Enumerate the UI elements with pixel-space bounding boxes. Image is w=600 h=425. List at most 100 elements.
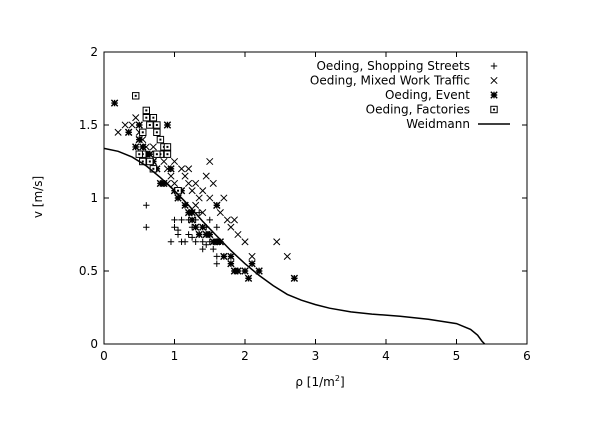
- data-point: [192, 179, 200, 187]
- data-point: [244, 274, 253, 282]
- data-point: [124, 128, 133, 136]
- data-point: [135, 121, 143, 129]
- x-tick-label: 2: [241, 349, 249, 363]
- data-point: [206, 194, 214, 202]
- data-point: [132, 114, 140, 122]
- data-point: [209, 179, 217, 187]
- data-point: [142, 114, 151, 122]
- data-point: [216, 238, 225, 246]
- x-tick-label: 0: [100, 349, 108, 363]
- data-point: [191, 223, 200, 231]
- data-point: [181, 238, 189, 245]
- data-point: [132, 92, 140, 100]
- data-point: [171, 216, 178, 224]
- data-point: [210, 245, 217, 253]
- data-point: [167, 238, 175, 245]
- data-point: [273, 238, 281, 246]
- data-point: [170, 179, 179, 187]
- data-point: [199, 187, 207, 195]
- legend-label: Oeding, Shopping Streets: [316, 59, 470, 73]
- data-point: [220, 252, 228, 261]
- data-point: [234, 230, 242, 239]
- data-point: [177, 165, 186, 173]
- data-point: [153, 121, 161, 129]
- data-point: [153, 150, 161, 158]
- data-point: [199, 223, 207, 231]
- data-point: [213, 224, 220, 231]
- data-point: [206, 157, 214, 166]
- legend-label: Oeding, Factories: [366, 103, 470, 117]
- data-point: [195, 194, 203, 202]
- data-point: [227, 260, 235, 268]
- data-point: [171, 224, 178, 231]
- data-point: [121, 121, 129, 129]
- x-tick-label: 5: [453, 349, 461, 363]
- legend-item: Weidmann: [406, 117, 510, 131]
- x-tick-label: 6: [523, 349, 531, 363]
- data-point: [213, 201, 221, 209]
- data-point: [110, 99, 119, 107]
- data-point: [149, 114, 158, 122]
- data-point: [195, 209, 203, 216]
- data-point: [174, 226, 182, 234]
- data-point: [143, 202, 150, 209]
- y-tick-label: 0: [90, 337, 98, 351]
- y-tick-label: 1: [90, 191, 98, 205]
- data-point: [234, 267, 242, 275]
- data-point: [167, 172, 175, 180]
- data-point: [202, 230, 210, 239]
- y-axis-label: v [m/s]: [31, 176, 45, 218]
- data-point: [248, 252, 256, 260]
- data-point: [153, 128, 161, 137]
- data-point: [181, 201, 189, 209]
- data-point: [248, 260, 256, 268]
- x-tick-label: 3: [312, 349, 320, 363]
- legend-item: Oeding, Mixed Work Traffic: [310, 74, 498, 88]
- data-point: [192, 238, 199, 245]
- data-point: [188, 208, 196, 217]
- data-point: [206, 230, 214, 239]
- series-line: [103, 147, 486, 345]
- data-point: [143, 224, 150, 231]
- data-point: [199, 209, 207, 217]
- data-point: [135, 150, 143, 158]
- data-point: [170, 157, 179, 166]
- x-tick-label: 1: [171, 349, 179, 363]
- legend-item: Oeding, Event: [385, 88, 498, 102]
- data-point: [160, 179, 168, 188]
- data-point: [139, 143, 147, 151]
- data-point: [206, 216, 213, 224]
- y-tick-label: 1.5: [79, 118, 98, 132]
- data-point: [220, 194, 228, 202]
- data-point: [188, 187, 196, 195]
- data-point: [241, 267, 249, 275]
- data-point: [203, 241, 210, 248]
- data-point: [216, 209, 224, 217]
- legend-item: Oeding, Factories: [366, 103, 498, 117]
- x-axis-label: ρ [1/m2]: [295, 374, 344, 389]
- data-point: [163, 150, 172, 158]
- data-point: [167, 165, 175, 173]
- data-point: [185, 179, 193, 187]
- series-boxed-dot: [132, 92, 182, 195]
- legend-marker: [490, 76, 498, 85]
- data-point: [255, 267, 263, 275]
- data-point: [188, 234, 196, 241]
- data-point: [139, 128, 147, 137]
- series-layer: [103, 92, 486, 345]
- data-point: [185, 165, 193, 173]
- data-point: [128, 121, 136, 129]
- data-point: [223, 216, 231, 224]
- legend-label: Oeding, Event: [385, 88, 470, 102]
- data-point: [213, 253, 220, 260]
- series-cross: [114, 114, 291, 275]
- data-point: [230, 267, 239, 275]
- legend-marker: [490, 62, 498, 70]
- data-point: [230, 216, 238, 224]
- data-point: [156, 179, 165, 188]
- y-tick-label: 0.5: [79, 264, 98, 278]
- data-point: [149, 143, 157, 151]
- data-point: [283, 252, 291, 260]
- data-point: [185, 231, 192, 238]
